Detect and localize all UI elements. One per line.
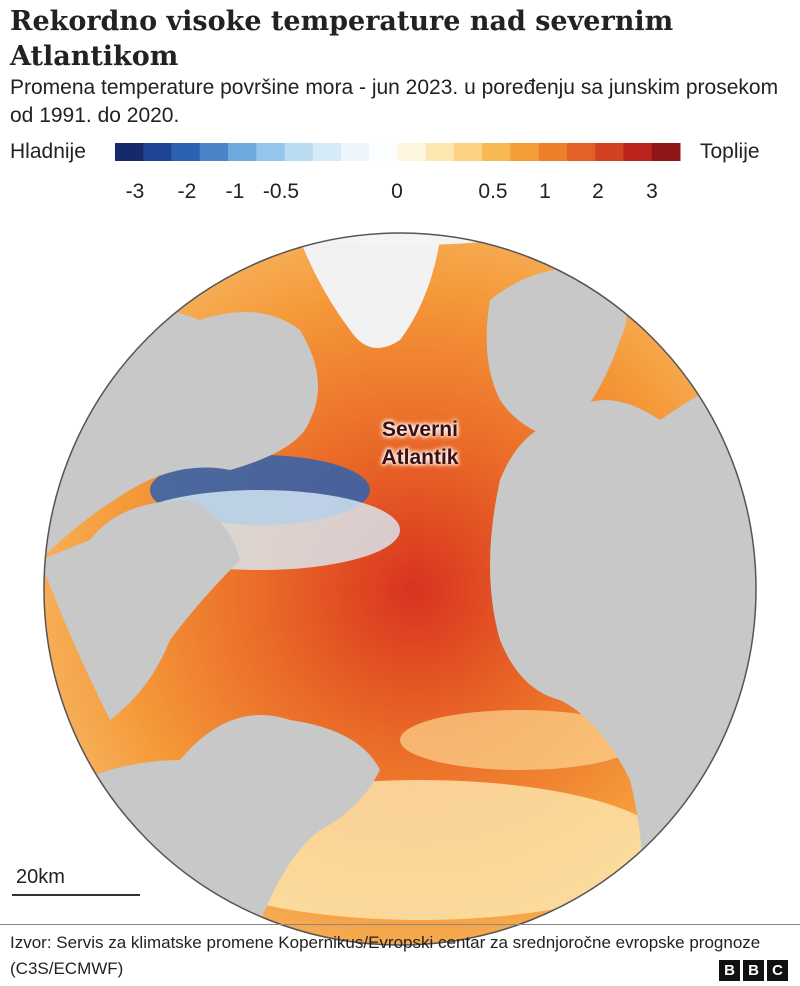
- legend-tick-label: -3: [126, 180, 145, 203]
- title: Rekordno visoke temperature nad severnim…: [10, 6, 674, 72]
- legend-tick-label: 0.5: [478, 180, 507, 203]
- scale-bar: [12, 894, 140, 896]
- legend-tick-label: -0.5: [263, 180, 299, 203]
- legend-swatch: [199, 143, 229, 161]
- legend-tick-label: 1: [539, 180, 551, 203]
- legend-swatch: [341, 143, 370, 161]
- legend-swatch: [454, 143, 483, 161]
- legend-tick-label: -1: [226, 180, 245, 203]
- legend-swatch: [256, 143, 285, 161]
- legend-swatch: [171, 143, 201, 161]
- legend-swatch: [510, 143, 540, 161]
- legend-swatch: [312, 143, 342, 161]
- legend-high: Toplije: [700, 140, 760, 163]
- logo-letter: C: [767, 960, 788, 981]
- color-legend: -3 -2 -1 -0.5 0 0.5 1 2 3: [115, 143, 681, 203]
- logo-letter: B: [719, 960, 740, 981]
- source: Izvor: Servis za klimatske promene Koper…: [10, 933, 761, 978]
- legend-tick-label: 3: [646, 180, 658, 203]
- legend-tick-label: 0: [391, 180, 403, 203]
- logo-letter: B: [743, 960, 764, 981]
- legend-swatch: [482, 143, 511, 161]
- scale-label: 20km: [16, 866, 65, 888]
- legend-swatch: [567, 143, 596, 161]
- legend-low: Hladnije: [10, 140, 86, 163]
- legend-swatch: [651, 143, 681, 161]
- map-label: Severni Atlantik: [381, 418, 459, 469]
- legend-swatch: [228, 143, 257, 161]
- legend-swatch: [369, 143, 398, 161]
- legend-swatch: [143, 143, 172, 161]
- legend-swatch: [623, 143, 653, 161]
- legend-swatch: [284, 143, 314, 161]
- legend-swatch: [115, 143, 144, 161]
- legend-tick-label: 2: [592, 180, 604, 203]
- subtitle: Promena temperature površine mora - jun …: [10, 76, 779, 127]
- legend-swatch: [538, 143, 568, 161]
- legend-swatch: [595, 143, 624, 161]
- legend-swatch: [397, 143, 427, 161]
- legend-swatch: [425, 143, 455, 161]
- divider: [0, 924, 800, 925]
- legend-tick-label: -2: [178, 180, 197, 203]
